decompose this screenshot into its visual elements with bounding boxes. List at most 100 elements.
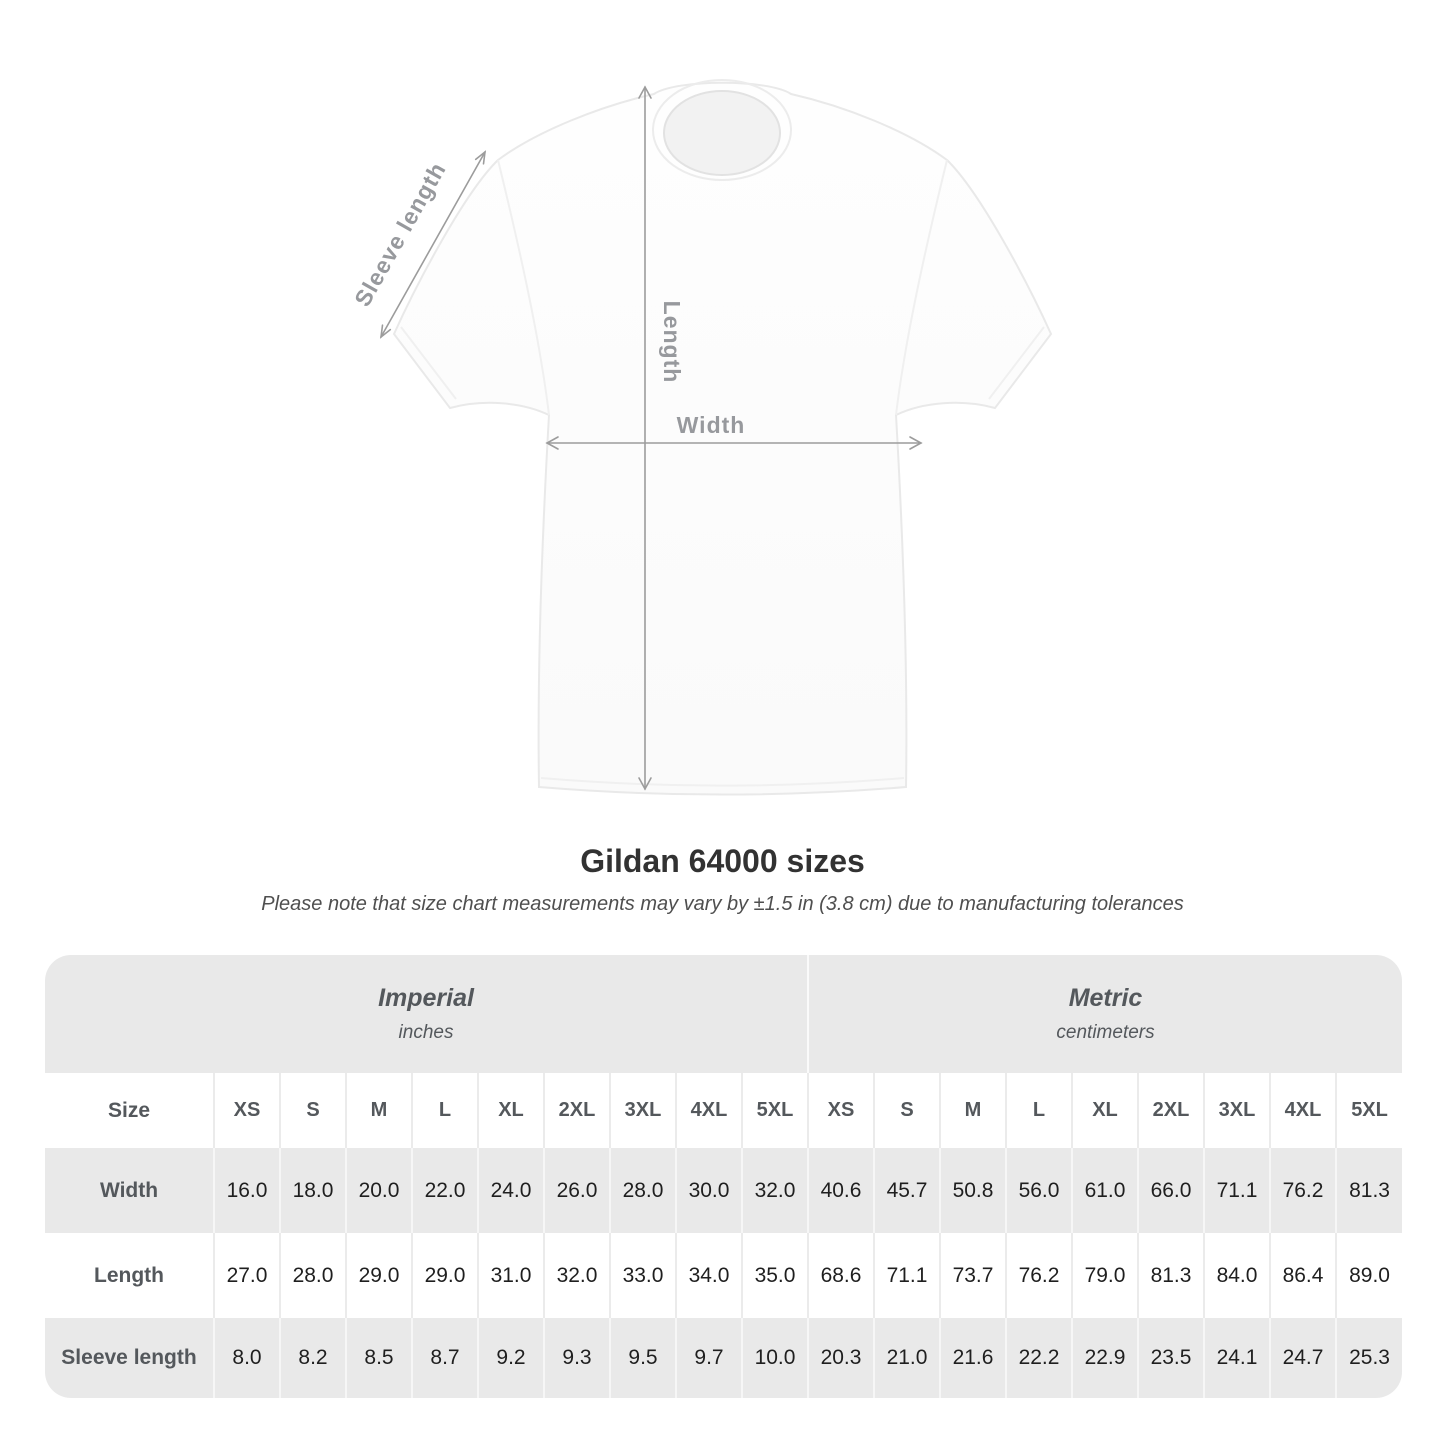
metric-section-title: Metric <box>1068 984 1143 1012</box>
measurement-value-cell: 20.0 <box>345 1148 412 1233</box>
size-corner-label: Size <box>107 1098 151 1122</box>
measurement-value-cell: 35.0 <box>741 1233 808 1318</box>
measurement-value-cell: 45.7 <box>873 1148 940 1233</box>
measurement-value-cell: 25.3 <box>1334 1318 1402 1398</box>
measurement-value-cell: 79.0 <box>1071 1233 1138 1318</box>
size-column-header: M <box>939 1073 1006 1148</box>
measurement-value-cell: 76.2 <box>1005 1233 1072 1318</box>
measurement-value-cell: 23.5 <box>1137 1318 1204 1398</box>
measurement-value-cell: 50.8 <box>939 1148 1006 1233</box>
tshirt-body <box>392 81 1053 796</box>
measurement-value-cell: 10.0 <box>741 1318 808 1398</box>
measurement-value-cell: 81.3 <box>1137 1233 1204 1318</box>
metric-section-unit: centimeters <box>1056 1022 1155 1043</box>
size-column-header: L <box>411 1073 478 1148</box>
size-column-header: S <box>873 1073 940 1148</box>
size-column-header: XL <box>1071 1073 1138 1148</box>
size-column-header: 4XL <box>675 1073 742 1148</box>
measurement-value-cell: 22.2 <box>1005 1318 1072 1398</box>
measurement-value-cell: 21.0 <box>873 1318 940 1398</box>
measurement-value-cell: 34.0 <box>675 1233 742 1318</box>
size-column-header: 5XL <box>741 1073 808 1148</box>
measurement-value-cell: 86.4 <box>1269 1233 1336 1318</box>
measurement-value-cell: 71.1 <box>873 1233 940 1318</box>
measurement-value-cell: 32.0 <box>543 1233 610 1318</box>
measurement-value-cell: 32.0 <box>741 1148 808 1233</box>
collar-band <box>652 79 792 181</box>
tshirt-diagram: Width Length Sleeve length <box>349 79 1053 796</box>
right-cuff-seam <box>988 326 1045 400</box>
measurement-row-label: Sleeve length <box>61 1346 197 1369</box>
collar-opening <box>663 90 781 176</box>
measurement-value-cell: 8.7 <box>411 1318 478 1398</box>
size-column-header: XS <box>807 1073 874 1148</box>
measurement-value-cell: 31.0 <box>477 1233 544 1318</box>
size-chart-table: Imperial inches Metric centimeters Size … <box>45 955 1402 1398</box>
measurement-value-cell: 29.0 <box>345 1233 412 1318</box>
hem-seam <box>540 777 905 787</box>
size-column-header: 2XL <box>1137 1073 1204 1148</box>
measurement-value-cell: 9.2 <box>477 1318 544 1398</box>
page-title: Gildan 64000 sizes <box>580 843 865 879</box>
measurement-value-cell: 73.7 <box>939 1233 1006 1318</box>
measurement-value-cell: 71.1 <box>1203 1148 1270 1233</box>
unit-header-row: Imperial inches Metric centimeters <box>45 955 1402 1073</box>
measurement-value-cell: 18.0 <box>279 1148 346 1233</box>
size-column-header: 4XL <box>1269 1073 1336 1148</box>
measurement-value-cell: 56.0 <box>1005 1148 1072 1233</box>
measurement-row-label: Width <box>99 1178 159 1202</box>
imperial-section-title: Imperial <box>378 984 474 1012</box>
size-column-header: 5XL <box>1334 1073 1402 1148</box>
measurement-row: Width 16.0 18.0 20.0 22.0 24.0 26.0 28.0 30.0 32.… <box>45 1148 1402 1233</box>
size-column-header: 3XL <box>609 1073 676 1148</box>
size-column-header: XL <box>477 1073 544 1148</box>
imperial-section-unit: inches <box>398 1022 454 1043</box>
measurement-row-label: Length <box>94 1263 164 1287</box>
measurement-value-cell: 26.0 <box>543 1148 610 1233</box>
size-column-header: 2XL <box>543 1073 610 1148</box>
size-column-header: S <box>279 1073 346 1148</box>
width-arrow <box>545 436 923 450</box>
measurement-value-cell: 16.0 <box>213 1148 280 1233</box>
right-sleeve-seam <box>895 159 948 416</box>
tolerance-note: Please note that size chart measurements… <box>261 893 1184 915</box>
imperial-section-header: Imperial inches <box>45 955 808 1073</box>
measurement-value-cell: 8.2 <box>279 1318 346 1398</box>
measurement-row: Sleeve length 8.0 8.2 8.5 8.7 9.2 9.3 9.5 9.7 10.… <box>45 1318 1402 1398</box>
size-column-header: 3XL <box>1203 1073 1270 1148</box>
measurement-value-cell: 66.0 <box>1137 1148 1204 1233</box>
measurement-value-cell: 28.0 <box>609 1148 676 1233</box>
measurement-value-cell: 40.6 <box>807 1148 874 1233</box>
measurement-value-cell: 68.6 <box>807 1233 874 1318</box>
measurement-value-cell: 21.6 <box>939 1318 1006 1398</box>
measurement-value-cell: 8.0 <box>213 1318 280 1398</box>
measurement-value-cell: 28.0 <box>279 1233 346 1318</box>
measurement-value-cell: 22.9 <box>1071 1318 1138 1398</box>
measurement-value-cell: 61.0 <box>1071 1148 1138 1233</box>
measurement-value-cell: 24.1 <box>1203 1318 1270 1398</box>
measurement-value-cell: 8.5 <box>345 1318 412 1398</box>
measurement-value-cell: 24.7 <box>1269 1318 1336 1398</box>
left-sleeve-seam <box>497 159 550 416</box>
measurement-value-cell: 9.7 <box>675 1318 742 1398</box>
measurement-value-cell: 20.3 <box>807 1318 874 1398</box>
measurement-value-cell: 76.2 <box>1269 1148 1336 1233</box>
length-arrow <box>638 85 652 791</box>
size-column-header: XS <box>213 1073 280 1148</box>
measurement-value-cell: 9.5 <box>609 1318 676 1398</box>
metric-section-header: Metric centimeters <box>806 955 1402 1073</box>
measurement-value-cell: 9.3 <box>543 1318 610 1398</box>
measurement-value-cell: 33.0 <box>609 1233 676 1318</box>
measurement-value-cell: 24.0 <box>477 1148 544 1233</box>
measurement-value-cell: 30.0 <box>675 1148 742 1233</box>
measurement-value-cell: 81.3 <box>1334 1148 1402 1233</box>
length-label: Length <box>659 301 685 384</box>
left-cuff-seam <box>400 326 457 400</box>
measurement-value-cell: 84.0 <box>1203 1233 1270 1318</box>
size-header-row: Size XS S M L XL 2XL 3XL 4XL 5XL XS S M L XL 2XL 3XL 4XL… <box>45 1073 1402 1148</box>
width-label: Width <box>677 412 746 438</box>
size-column-header: L <box>1005 1073 1072 1148</box>
sleeve-length-arrow <box>379 150 487 339</box>
measurement-value-cell: 27.0 <box>213 1233 280 1318</box>
